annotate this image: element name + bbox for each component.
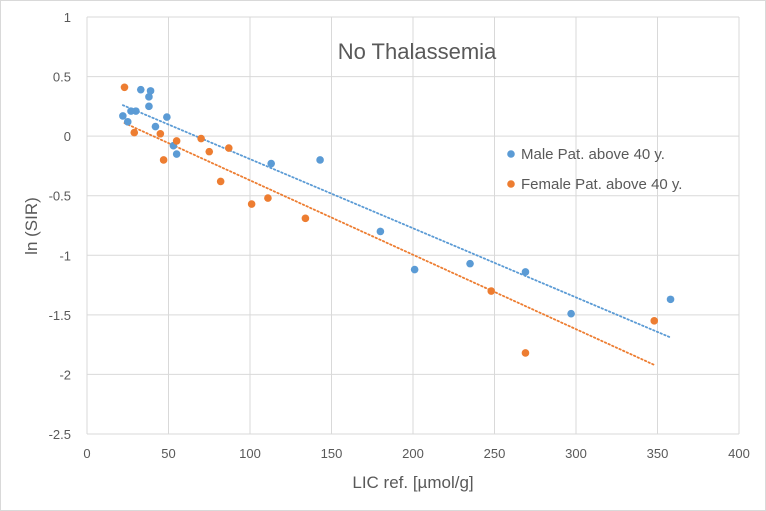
data-point-female	[197, 134, 205, 143]
data-point-male	[145, 93, 153, 101]
y-tick-label: 0	[64, 129, 71, 144]
x-tick-label: 0	[83, 446, 90, 461]
data-point-male	[132, 107, 140, 115]
data-point-female	[130, 128, 139, 137]
data-point-male	[376, 227, 385, 236]
data-point-female	[216, 177, 225, 186]
data-point-female	[247, 200, 256, 208]
data-point-male	[151, 122, 160, 131]
data-point-male	[146, 87, 155, 95]
x-tick-label: 100	[239, 446, 261, 461]
trendline-male	[121, 104, 672, 339]
data-point-male	[136, 85, 145, 94]
y-tick-label: -2	[59, 367, 71, 382]
data-point-female	[159, 156, 168, 164]
data-point-male	[521, 268, 530, 276]
point-layer	[119, 83, 675, 357]
legend-label-male: Male Pat. above 40 y.	[521, 146, 665, 163]
x-tick-label: 250	[484, 446, 506, 461]
data-point-male	[145, 102, 153, 111]
x-tick-label: 400	[728, 446, 750, 461]
x-axis-title: LIC ref. [µmol/g]	[352, 473, 473, 492]
data-point-male	[666, 295, 675, 304]
trendline-female	[123, 122, 656, 366]
legend-label-female: Female Pat. above 40 y.	[521, 176, 682, 193]
data-point-male	[163, 113, 171, 121]
data-point-female	[205, 147, 214, 156]
data-point-female	[264, 194, 272, 202]
data-point-female	[120, 83, 129, 92]
data-point-female	[521, 349, 530, 357]
data-point-female	[487, 287, 496, 295]
data-point-male	[267, 159, 275, 168]
trendline-layer	[121, 104, 672, 366]
y-axis-title: ln (SIR)	[22, 197, 41, 255]
data-point-female	[172, 137, 181, 145]
data-point-female	[650, 317, 659, 325]
x-tick-label: 350	[647, 446, 669, 461]
data-point-female	[156, 129, 165, 138]
legend-marker-female	[507, 180, 515, 188]
x-tick-label: 200	[402, 446, 424, 461]
y-tick-label: -1.5	[49, 308, 71, 323]
legend: Male Pat. above 40 y. Female Pat. above …	[507, 146, 682, 193]
tick-label-layer: 0 50 100 150 200 250 300 350 400 1 0.5 0 -0.5 -1 -1.5 -…	[49, 10, 750, 461]
x-tick-label: 300	[565, 446, 587, 461]
x-tick-label: 50	[161, 446, 175, 461]
legend-marker-male	[507, 150, 515, 158]
data-point-male	[119, 112, 127, 120]
y-tick-label: 0.5	[53, 70, 71, 85]
y-tick-label: 1	[64, 10, 71, 25]
data-point-male	[316, 156, 324, 164]
data-point-male	[567, 309, 575, 318]
data-point-male	[410, 265, 419, 274]
data-point-male	[466, 259, 474, 268]
x-tick-label: 150	[321, 446, 343, 461]
y-tick-label: -1	[59, 248, 71, 263]
data-point-male	[123, 118, 132, 126]
data-point-male	[172, 150, 181, 158]
grid-layer	[86, 16, 740, 435]
chart-title: No Thalassemia	[338, 39, 497, 64]
y-tick-label: -2.5	[49, 427, 71, 442]
y-tick-label: -0.5	[49, 189, 71, 204]
data-point-female	[225, 144, 233, 152]
data-point-female	[301, 214, 310, 223]
